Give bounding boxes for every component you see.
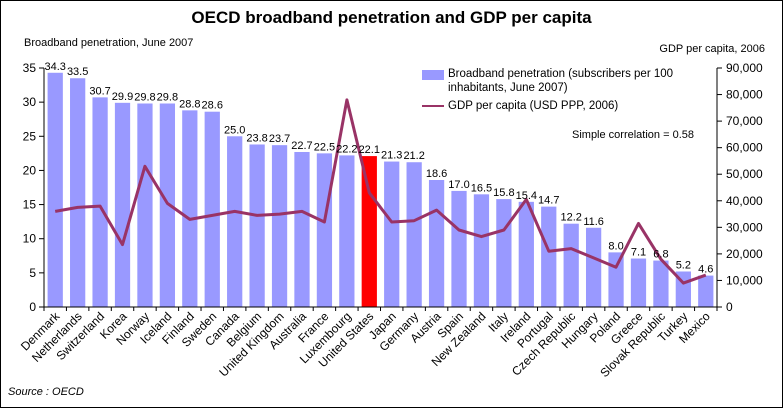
- right-tick-label: 90,000: [726, 61, 763, 75]
- data-label: 29.9: [112, 91, 133, 103]
- data-label: 7.1: [631, 247, 646, 259]
- bar-united-states: [361, 156, 377, 307]
- data-label: 23.7: [269, 133, 290, 145]
- legend-bar-swatch: [422, 70, 444, 80]
- bar-norway: [137, 103, 153, 307]
- right-tick-label: 30,000: [726, 220, 763, 234]
- data-label: 22.5: [314, 141, 335, 153]
- bar-czech-republic: [563, 223, 579, 307]
- bar-iceland: [159, 103, 176, 307]
- bar-sweden: [204, 111, 220, 308]
- bar-austria: [428, 179, 445, 307]
- right-tick-label: 20,000: [726, 247, 763, 261]
- correlation-note: Simple correlation = 0.58: [572, 129, 694, 141]
- data-label: 4.6: [698, 264, 713, 276]
- data-label: 18.6: [426, 168, 447, 180]
- bar-portugal: [541, 206, 557, 307]
- data-label: 29.8: [157, 92, 178, 104]
- source-note: Source : OECD: [8, 386, 84, 398]
- bar-united-kingdom: [271, 145, 288, 307]
- bar-italy: [496, 199, 512, 307]
- left-tick-label: 5: [29, 266, 36, 280]
- data-label: 8.0: [608, 240, 623, 252]
- data-label: 21.3: [381, 150, 402, 162]
- data-label: 22.2: [336, 143, 357, 155]
- legend-item-broadband: Broadband penetration (subscribers per 1…: [420, 67, 723, 95]
- data-label: 12.2: [560, 212, 581, 224]
- data-label: 33.5: [67, 66, 88, 78]
- data-label: 29.8: [134, 92, 155, 104]
- data-label: 15.4: [516, 190, 537, 202]
- bar-greece: [630, 258, 647, 307]
- right-tick-label: 70,000: [726, 114, 763, 128]
- right-tick-label: 80,000: [726, 88, 763, 102]
- bar-luxembourg: [339, 155, 355, 307]
- chart-legend: Broadband penetration (subscribers per 1…: [420, 67, 723, 113]
- right-tick-label: 0: [726, 300, 733, 314]
- bar-denmark: [47, 72, 63, 307]
- bar-spain: [451, 190, 467, 307]
- bar-finland: [182, 110, 198, 307]
- bar-hungary: [585, 227, 602, 307]
- bar-mexico: [698, 275, 714, 307]
- chart-title: OECD broadband penetration and GDP per c…: [191, 8, 592, 27]
- data-label: 11.6: [583, 216, 604, 228]
- left-axis-title: Broadband penetration, June 2007: [24, 37, 194, 49]
- left-tick-label: 15: [23, 198, 37, 212]
- left-tick-label: 35: [23, 61, 37, 75]
- right-tick-label: 50,000: [726, 167, 763, 181]
- bar-germany: [406, 162, 422, 307]
- data-label: 30.7: [89, 85, 110, 97]
- data-label: 5.2: [676, 259, 691, 271]
- bar-slovak-republic: [653, 260, 669, 307]
- bar-canada: [227, 136, 243, 307]
- right-tick-label: 60,000: [726, 141, 763, 155]
- data-label: 34.3: [45, 61, 66, 73]
- right-tick-label: 10,000: [726, 273, 763, 287]
- left-tick-label: 10: [23, 232, 37, 246]
- bar-korea: [114, 102, 131, 307]
- legend-item-gdp: GDP per capita (USD PPP, 2006): [420, 99, 723, 113]
- bar-belgium: [249, 144, 265, 307]
- data-label: 14.7: [538, 195, 559, 207]
- bar-france: [316, 153, 333, 307]
- data-label: 23.8: [246, 132, 267, 144]
- data-label: 17.0: [448, 179, 469, 191]
- left-tick-label: 0: [29, 300, 36, 314]
- data-label: 28.8: [179, 98, 200, 110]
- bar-australia: [294, 151, 310, 307]
- bar-japan: [384, 161, 400, 307]
- bar-ireland: [518, 201, 534, 307]
- bar-new-zealand: [473, 194, 490, 307]
- left-tick-label: 20: [23, 163, 37, 177]
- left-tick-label: 25: [23, 129, 37, 143]
- bar-poland: [608, 252, 624, 307]
- data-label: 16.5: [471, 182, 492, 194]
- data-label: 6.8: [653, 249, 668, 261]
- data-label: 25.0: [224, 124, 245, 136]
- legend-label-gdp: GDP per capita (USD PPP, 2006): [448, 100, 619, 112]
- bar-switzerland: [92, 97, 108, 307]
- gdp-line: [54, 98, 707, 285]
- bar-netherlands: [70, 78, 86, 307]
- left-tick-label: 30: [23, 95, 37, 109]
- legend-label-broadband: Broadband penetration (subscribers per 1…: [448, 68, 674, 94]
- right-axis-title: GDP per capita, 2006: [659, 43, 765, 55]
- data-label: 28.6: [202, 100, 223, 112]
- data-label: 22.1: [359, 144, 380, 156]
- data-label: 21.2: [403, 150, 424, 162]
- right-tick-label: 40,000: [726, 194, 763, 208]
- data-label: 15.8: [493, 187, 514, 199]
- data-label: 22.7: [291, 140, 312, 152]
- legend-line-swatch: [422, 105, 444, 107]
